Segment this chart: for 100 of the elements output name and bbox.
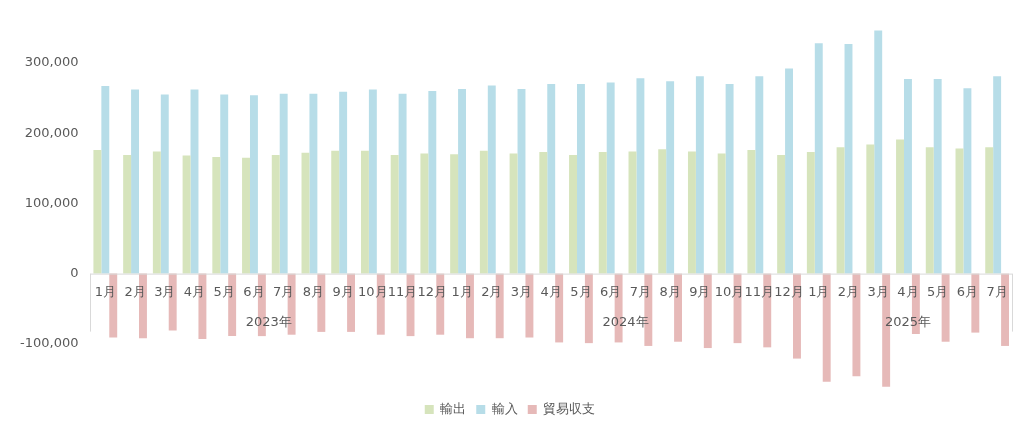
bar: [509, 153, 518, 274]
bar: [279, 93, 288, 274]
bar: [755, 76, 764, 274]
y-tick-label: -100,000: [20, 335, 79, 351]
bar: [420, 153, 429, 274]
x-tick-label: 3月: [154, 283, 176, 299]
bar: [598, 152, 607, 274]
bar: [249, 95, 258, 274]
x-tick-label: 7月: [629, 283, 652, 299]
bar: [806, 152, 815, 274]
bar: [717, 153, 726, 274]
bar: [725, 83, 734, 274]
bar: [903, 79, 912, 274]
legend-label: 貿易収支: [543, 400, 596, 416]
bar: [985, 147, 994, 274]
x-tick-label: 1月: [808, 283, 830, 299]
x-tick-label: 7月: [273, 283, 295, 299]
bar: [793, 273, 801, 359]
x-tick-label: 11月: [744, 283, 775, 299]
y-tick-label: 200,000: [24, 124, 79, 140]
bar: [747, 150, 756, 274]
bar: [398, 93, 407, 274]
bar: [152, 151, 161, 274]
bar: [368, 89, 377, 274]
bar: [458, 88, 467, 274]
x-tick-label: 11月: [387, 283, 418, 299]
bar: [339, 91, 348, 274]
bar: [331, 150, 340, 274]
x-tick-label: 7月: [986, 283, 1008, 299]
x-tick-label: 5月: [927, 283, 949, 299]
x-tick-label: 4月: [897, 283, 919, 299]
bar: [925, 147, 934, 274]
x-tick-label: 6月: [243, 283, 265, 299]
bar: [866, 144, 875, 274]
bar: [220, 94, 229, 274]
bar: [836, 147, 845, 274]
bar: [874, 30, 883, 274]
x-tick-label: 1月: [451, 283, 473, 299]
bar: [93, 150, 102, 274]
bar: [360, 150, 369, 274]
bar: [777, 154, 786, 274]
x-tick-label: 9月: [689, 283, 711, 299]
x-tick-label: 8月: [302, 283, 325, 299]
bar: [487, 85, 496, 274]
bar: [182, 155, 191, 274]
bar: [695, 76, 704, 274]
bar: [963, 88, 972, 274]
bar: [896, 139, 904, 274]
x-tick-label: 6月: [600, 283, 622, 299]
annotation: 2024年: [602, 313, 649, 329]
y-tick-label: 300,000: [24, 54, 79, 70]
bar: [763, 273, 772, 348]
bar: [933, 79, 942, 274]
bar: [547, 83, 556, 274]
legend-label: 輸入: [491, 400, 518, 416]
bar: [450, 154, 459, 274]
bar: [123, 154, 132, 274]
x-tick-label: 2月: [837, 283, 860, 299]
annotation: 2025年: [884, 313, 931, 329]
bar: [479, 150, 488, 274]
annotation: 2023年: [245, 313, 292, 329]
x-tick-label: 5月: [570, 283, 592, 299]
x-tick-label: 2月: [124, 283, 146, 299]
x-tick-label: 4月: [540, 283, 562, 299]
bar: [101, 86, 110, 274]
x-tick-label: 10月: [358, 283, 388, 299]
x-tick-label: 1月: [94, 283, 116, 299]
y-tick-label: 100,000: [24, 194, 79, 210]
bar: [309, 93, 318, 274]
x-tick-label: 8月: [659, 283, 681, 299]
bar: [428, 91, 437, 274]
bar: [131, 89, 139, 274]
bar: [814, 43, 823, 274]
bar: [993, 76, 1002, 274]
bar: [658, 149, 667, 274]
x-tick-label: 12月: [774, 283, 804, 299]
bar: [576, 83, 585, 274]
x-tick-label: 6月: [956, 283, 979, 299]
bar: [636, 78, 645, 274]
bar: [666, 81, 675, 274]
bar: [160, 94, 169, 274]
x-tick-label: 3月: [867, 283, 889, 299]
x-tick-label: 2月: [481, 283, 503, 299]
bar: [539, 152, 548, 274]
x-tick-label: 4月: [183, 283, 206, 299]
bar: [687, 151, 696, 274]
bar: [390, 154, 399, 274]
bar: [606, 82, 615, 274]
bar: [271, 154, 280, 274]
x-tick-label: 10月: [714, 283, 745, 299]
x-tick-label: 3月: [510, 283, 533, 299]
y-tick-label: 0: [70, 264, 79, 280]
bar: [212, 157, 221, 274]
bar: [785, 68, 794, 274]
bar: [569, 154, 577, 274]
x-tick-label: 12月: [417, 283, 448, 299]
x-tick-label: 5月: [213, 283, 235, 299]
x-tick-label: 9月: [332, 283, 354, 299]
bar: [242, 157, 250, 274]
legend-label: 輸出: [440, 400, 467, 416]
